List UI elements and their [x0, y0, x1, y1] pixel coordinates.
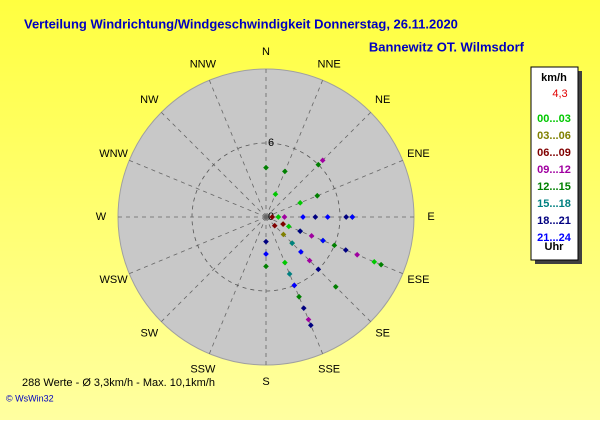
direction-label: S [262, 376, 269, 388]
data-point [315, 266, 322, 273]
data-point [289, 240, 295, 246]
data-point [305, 316, 312, 323]
legend-entry: 18...21 [537, 215, 571, 227]
data-point [297, 228, 304, 234]
data-point [315, 161, 322, 168]
data-point [343, 214, 349, 220]
direction-label: NE [375, 94, 390, 106]
legend-entry: 00...03 [537, 113, 571, 125]
spoke [161, 216, 267, 322]
data-point [282, 168, 288, 175]
legend-title: km/h [541, 72, 567, 84]
data-point [320, 237, 326, 244]
data-point [269, 214, 275, 220]
data-point [300, 214, 306, 220]
chart-subtitle: Bannewitz OT. Wilmsdorf [369, 39, 525, 54]
data-point [300, 305, 307, 311]
data-point [312, 214, 319, 220]
direction-label: SE [375, 328, 390, 340]
data-point [271, 222, 278, 229]
legend-footer: Uhr [545, 241, 565, 253]
legend-box [530, 66, 579, 261]
footer: 288 Werte - Ø 3,3km/h - Max. 10,1km/h [22, 377, 215, 389]
credit: © WsWin32 [6, 393, 54, 403]
legend-entry: 12...15 [537, 181, 571, 193]
data-point [324, 214, 331, 220]
data-point [354, 251, 360, 258]
data-point [319, 157, 326, 164]
spoke [129, 159, 267, 218]
data-point [286, 271, 293, 277]
data-point [314, 192, 321, 199]
data-point [331, 242, 338, 249]
direction-label: SW [140, 328, 158, 340]
data-point [281, 214, 288, 220]
data-point [371, 259, 378, 265]
direction-label: W [96, 211, 107, 223]
data-point [263, 164, 269, 171]
data-point [297, 200, 304, 206]
direction-label: WNW [99, 148, 128, 160]
data-point [282, 259, 288, 266]
legend-entry: 09...12 [537, 164, 571, 176]
direction-label: WSW [100, 274, 129, 286]
legend-entry: 15...18 [537, 198, 571, 210]
data-point [263, 263, 269, 270]
spoke [208, 80, 267, 218]
data-point [280, 231, 287, 238]
chart-title: Verteilung Windrichtung/Windgeschwindigk… [24, 16, 458, 31]
ring [191, 142, 341, 292]
data-point [308, 233, 315, 239]
direction-label: SSW [190, 363, 216, 375]
data-point [272, 191, 279, 198]
legend-mean: 4,3 [552, 88, 567, 100]
data-point [296, 293, 302, 300]
direction-label: NW [140, 94, 159, 106]
data-point [291, 282, 298, 289]
direction-label: N [262, 46, 270, 58]
direction-label: NNW [190, 58, 217, 70]
data-point [298, 249, 304, 255]
data-point [378, 261, 384, 268]
data-point [306, 257, 313, 264]
data-point [263, 251, 269, 257]
data-point [280, 221, 286, 227]
direction-label: SSE [318, 363, 340, 375]
data-point [332, 283, 339, 290]
direction-label: NNE [318, 58, 341, 70]
data-point [275, 214, 282, 220]
legend-entry: 03...06 [537, 130, 571, 142]
data-point [285, 223, 292, 230]
r-tick-label: 6 [268, 137, 274, 149]
data-point [342, 247, 349, 253]
data-point [263, 238, 269, 245]
data-point [308, 322, 314, 329]
direction-label: E [427, 211, 434, 223]
direction-label: ENE [407, 148, 430, 160]
direction-label: ESE [407, 274, 429, 286]
legend-entry: 21...24 [537, 232, 572, 244]
data-point [349, 214, 356, 220]
legend-entry: 06...09 [537, 147, 571, 159]
